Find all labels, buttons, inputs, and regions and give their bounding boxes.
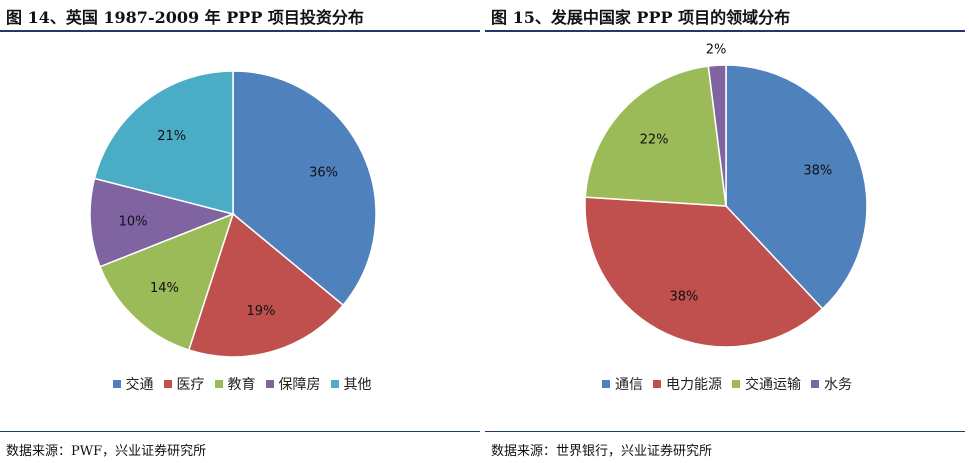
pie-slice-电力能源 [584,196,824,348]
legend-swatch [653,380,661,388]
legend-swatch [602,380,610,388]
legend-label: 教育 [227,377,256,393]
legend-item: 电力能源 [653,374,722,394]
data-label: 36% [309,165,338,180]
pie-slice-教育 [99,212,235,351]
data-label: 10% [119,214,148,229]
data-label: 22% [640,132,669,147]
legend-swatch [330,380,339,388]
title-rule [0,30,480,32]
legend-label: 保障房 [278,377,321,393]
legend-item: 交通 [112,374,154,394]
legend: 通信 电力能源 交通运输 水务 [485,374,969,394]
data-label: 14% [150,281,179,296]
data-label: 21% [157,129,186,144]
pie-slice-交通运输 [584,65,727,207]
legend: 交通 医疗 教育 保障房 其他 [0,374,484,394]
data-label: 19% [246,304,275,319]
legend-item: 医疗 [163,374,205,394]
legend-swatch [732,380,740,388]
legend-label: 通信 [615,377,643,393]
data-label: 38% [803,164,832,179]
legend-swatch [214,380,223,388]
legend-swatch [265,380,274,388]
source-note: 数据来源：PWF，兴业证券研究所 [6,444,207,459]
chart-panel-right: 图 15、发展中国家 PPP 项目的领域分布 38% 38% 22% 2% 通信 电力能… [485,0,969,463]
source-rule [0,431,480,432]
source-note: 数据来源：世界银行，兴业证券研究所 [491,444,713,459]
pie-slice-水务 [707,64,727,207]
data-label: 38% [670,289,699,304]
legend-item: 其他 [330,374,372,394]
legend-item: 通信 [602,374,643,394]
pie-slice-通信 [725,64,868,310]
source-rule [485,431,965,432]
legend-label: 交通运输 [745,377,801,393]
pie-slice-交通 [232,70,377,307]
legend-item: 交通运输 [732,374,801,394]
legend-label: 其他 [343,377,372,393]
legend-swatch [112,380,121,388]
title-rule [485,30,965,32]
chart-panel-left: 图 14、英国 1987-2009 年 PPP 项目投资分布 36% 19% 14%… [0,0,484,463]
chart-title: 图 15、发展中国家 PPP 项目的领域分布 [491,8,791,27]
legend-item: 保障房 [265,374,321,394]
legend-item: 水务 [811,374,852,394]
legend-swatch [163,380,172,388]
legend-label: 医疗 [176,377,205,393]
pie-slice-保障房 [89,177,236,268]
legend-label: 电力能源 [666,377,722,393]
pie-slice-其他 [93,70,234,215]
pie-slice-医疗 [187,212,345,358]
legend-label: 交通 [125,377,154,393]
pie-chart-right: 38% 38% 22% 2% [584,42,868,348]
chart-title: 图 14、英国 1987-2009 年 PPP 项目投资分布 [6,8,364,27]
legend-swatch [811,380,819,388]
legend-label: 水务 [824,377,852,393]
pie-chart-left: 36% 19% 14% 10% 21% [89,70,377,358]
legend-item: 教育 [214,374,256,394]
data-label: 2% [706,42,727,57]
